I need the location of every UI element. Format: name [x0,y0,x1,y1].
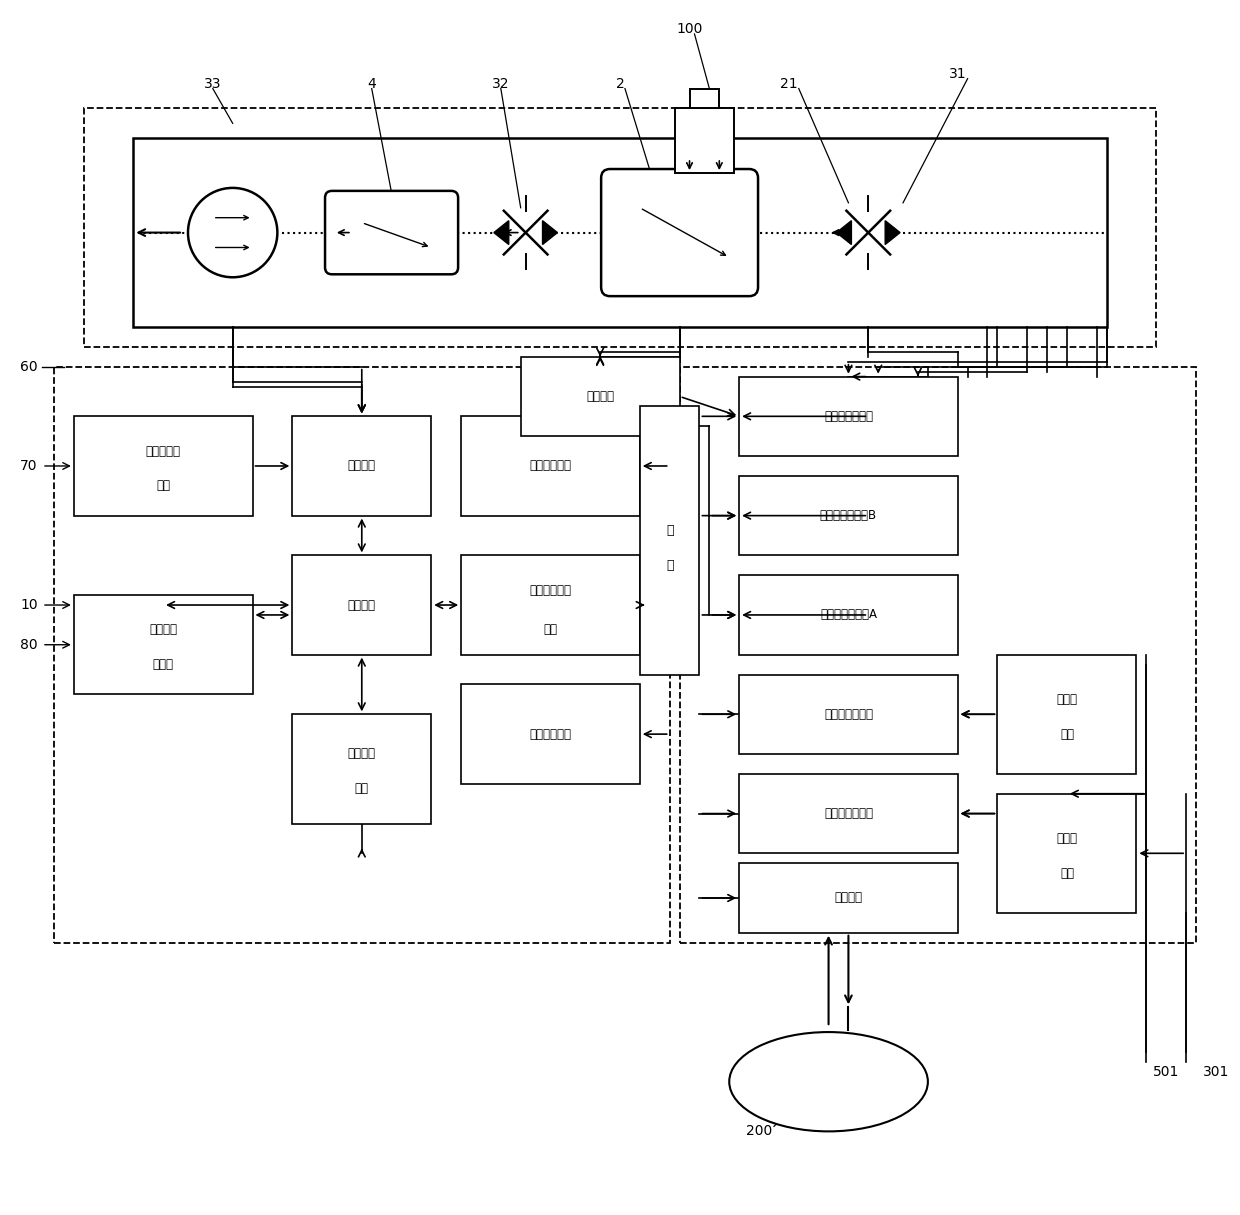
Text: 70: 70 [20,459,38,473]
Polygon shape [494,221,508,244]
Text: 2: 2 [615,77,625,91]
Text: 压力采集电路: 压力采集电路 [529,459,572,473]
Bar [461,684,640,784]
Bar [461,417,640,515]
Bar [739,774,957,853]
Polygon shape [543,221,558,244]
Bar [997,793,1136,912]
Text: 电磁阀驱动电路A: 电磁阀驱动电路A [820,609,877,621]
FancyBboxPatch shape [325,191,458,275]
Text: 温度传: 温度传 [1056,832,1078,844]
Text: 200: 200 [746,1124,773,1138]
Text: 电路: 电路 [543,623,558,637]
Text: 60: 60 [20,360,38,374]
Bar [293,417,432,515]
Text: 感器: 感器 [1060,866,1074,880]
Bar [739,863,957,933]
Bar [73,417,253,515]
Bar [739,476,957,555]
Text: 501: 501 [1153,1064,1179,1079]
Text: 4: 4 [367,77,376,91]
Bar [997,655,1136,774]
Polygon shape [885,221,900,244]
Circle shape [188,188,278,277]
Bar [461,555,640,655]
Bar [640,406,699,674]
Bar [84,108,1156,346]
Text: 电路: 电路 [156,480,170,492]
Text: 80: 80 [20,638,38,651]
Text: 21: 21 [780,77,797,91]
Text: 10: 10 [20,598,38,612]
Bar [134,139,1106,327]
Bar [53,367,670,943]
Ellipse shape [729,1032,928,1131]
Bar [293,714,432,824]
Text: 32: 32 [492,77,510,91]
Text: 压力传感器接口: 压力传感器接口 [823,708,873,720]
Text: 温度传感器接口: 温度传感器接口 [823,807,873,820]
Polygon shape [837,221,852,244]
Text: 串口通信: 串口通信 [347,747,376,761]
Text: 温度及日历: 温度及日历 [145,445,181,458]
Text: 100: 100 [676,22,703,36]
Text: 通信接口: 通信接口 [835,892,863,904]
Bar [680,367,1197,943]
Bar [521,357,680,436]
Bar [293,555,432,655]
Text: 显示屏接: 显示屏接 [149,623,177,637]
Text: 温度采集电路: 温度采集电路 [529,728,572,741]
Bar [675,108,734,173]
Text: 存储电路: 存储电路 [347,459,376,473]
Bar [739,674,957,755]
Text: 真空泵驱动电路: 真空泵驱动电路 [823,409,873,423]
Text: 口: 口 [666,559,673,572]
Text: 301: 301 [1203,1064,1229,1079]
Text: 33: 33 [205,77,222,91]
Text: 主控电路: 主控电路 [347,599,376,611]
Text: 感器: 感器 [1060,728,1074,741]
Text: 电路: 电路 [355,782,368,796]
Bar [73,595,253,695]
Text: 电磁阀驱动电路B: 电磁阀驱动电路B [820,509,877,522]
Text: 口电路: 口电路 [153,659,174,671]
FancyBboxPatch shape [601,169,758,296]
Bar [739,575,957,655]
Text: 31: 31 [949,67,966,80]
Bar [689,89,719,108]
Text: 接口初级驱动: 接口初级驱动 [529,583,572,597]
Bar [739,377,957,456]
Text: 压力传: 压力传 [1056,693,1078,706]
Text: 接: 接 [666,524,673,537]
Text: 电源电路: 电源电路 [587,390,614,403]
